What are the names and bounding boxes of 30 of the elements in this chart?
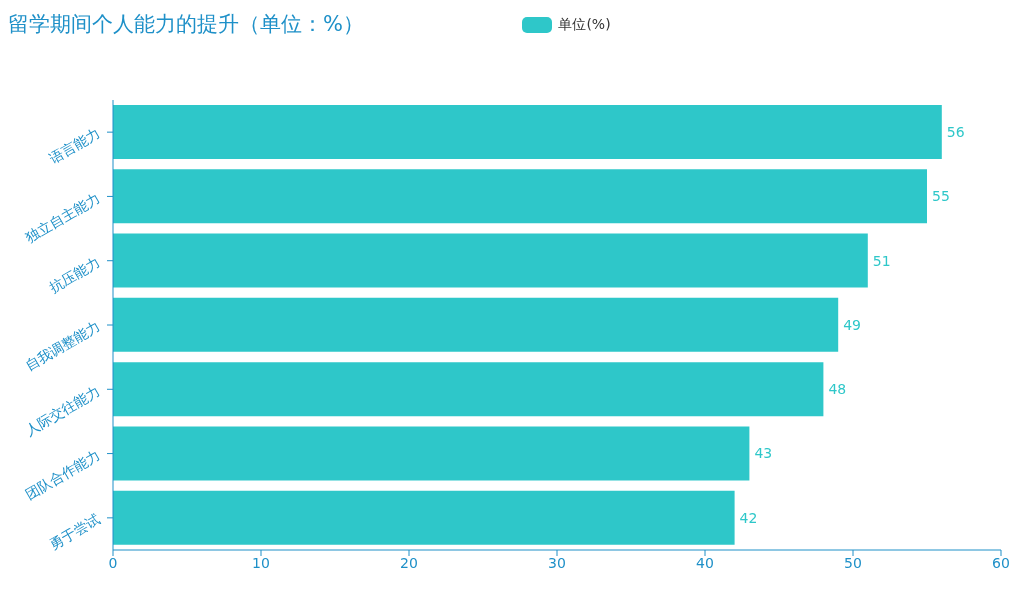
bar — [113, 233, 868, 288]
x-tick-label: 20 — [400, 554, 418, 571]
x-tick-label: 50 — [844, 554, 862, 571]
y-tick-label: 抗压能力 — [46, 253, 103, 296]
y-tick-label: 语言能力 — [46, 125, 103, 168]
y-tick-label: 团队合作能力 — [22, 446, 103, 503]
bar — [113, 105, 942, 159]
legend-label: 单位(%) — [558, 16, 611, 34]
y-tick-label: 勇于尝试 — [46, 510, 103, 553]
data-label: 43 — [754, 445, 773, 462]
data-label: 42 — [739, 509, 758, 526]
data-label: 56 — [946, 123, 965, 140]
y-tick-label: 自我调整能力 — [22, 318, 103, 374]
bar — [113, 297, 839, 352]
x-tick-label: 0 — [108, 554, 118, 571]
x-tick-label: 30 — [548, 554, 566, 571]
bar — [113, 169, 927, 224]
bar — [113, 362, 824, 417]
x-tick-label: 10 — [252, 554, 270, 571]
bar — [113, 426, 750, 481]
x-tick-label: 40 — [696, 554, 714, 571]
y-tick-label: 人际交往能力 — [22, 382, 103, 439]
data-label: 51 — [872, 252, 891, 269]
data-label: 48 — [828, 381, 847, 398]
x-tick-label: 60 — [992, 554, 1010, 571]
data-label: 49 — [843, 316, 862, 333]
chart-title: 留学期间个人能力的提升（单位：%） — [8, 11, 364, 38]
y-tick-label: 独立自主能力 — [22, 189, 103, 246]
data-label: 55 — [932, 188, 950, 205]
bar — [113, 490, 735, 545]
